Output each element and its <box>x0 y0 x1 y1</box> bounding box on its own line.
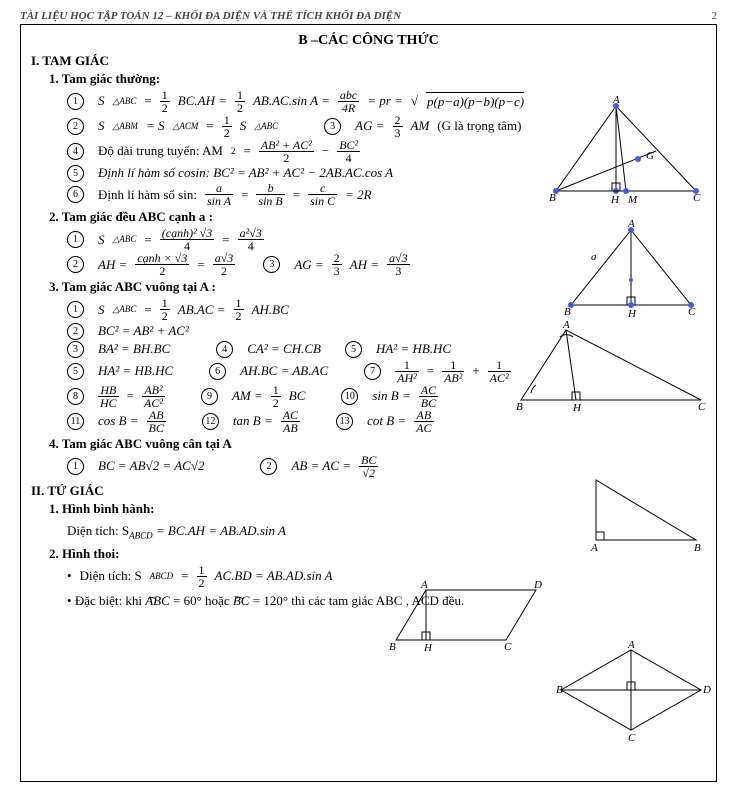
svg-text:H: H <box>610 194 620 206</box>
main-title: B –CÁC CÔNG THỨC <box>31 33 706 49</box>
figure-triangle-equilateral: A B C H a <box>556 225 706 319</box>
figure-rhombus: A B C D <box>556 645 706 739</box>
svg-text:C: C <box>504 641 512 653</box>
svg-text:D: D <box>702 684 711 696</box>
svg-text:a: a <box>591 251 597 263</box>
doc-header: TÀI LIỆU HỌC TẬP TOÁN 12 – KHỐI ĐA DIỆN … <box>20 10 401 22</box>
svg-text:A: A <box>562 319 570 331</box>
svg-text:A: A <box>627 639 635 651</box>
svg-text:A: A <box>627 218 635 230</box>
svg-text:A: A <box>590 542 598 554</box>
svg-text:A: A <box>420 579 428 591</box>
sub-I-4: 4. Tam giác ABC vuông cân tại A <box>49 436 706 452</box>
sub-I-1: 1. Tam giác thường: <box>49 71 706 87</box>
figure-parallelogram: A D B C H <box>386 585 546 654</box>
svg-text:B: B <box>516 401 523 413</box>
figure-right-triangle: A B C H <box>516 325 706 414</box>
sub-I-2: 2. Tam giác đều ABC cạnh a : <box>49 209 706 225</box>
svg-text:C: C <box>628 732 636 744</box>
figure-small-right: A B <box>586 475 706 554</box>
svg-text:C: C <box>698 401 706 413</box>
page-number: 2 <box>712 10 718 22</box>
svg-text:A: A <box>612 94 620 106</box>
svg-text:B: B <box>556 684 563 696</box>
svg-text:B: B <box>549 192 556 204</box>
svg-text:D: D <box>533 579 542 591</box>
document-body: B –CÁC CÔNG THỨC A B C H M G <box>20 24 717 782</box>
svg-text:C: C <box>693 192 701 204</box>
svg-text:M: M <box>627 194 638 206</box>
figure-triangle-1: A B C H M G <box>546 101 706 205</box>
svg-text:H: H <box>572 402 582 414</box>
svg-text:B: B <box>694 542 701 554</box>
svg-text:H: H <box>627 308 637 320</box>
svg-text:C: C <box>688 306 696 318</box>
section-I: I. TAM GIÁC <box>31 53 706 69</box>
svg-text:B: B <box>564 306 571 318</box>
svg-text:B: B <box>389 641 396 653</box>
svg-text:G: G <box>646 150 654 162</box>
svg-text:H: H <box>423 642 433 654</box>
